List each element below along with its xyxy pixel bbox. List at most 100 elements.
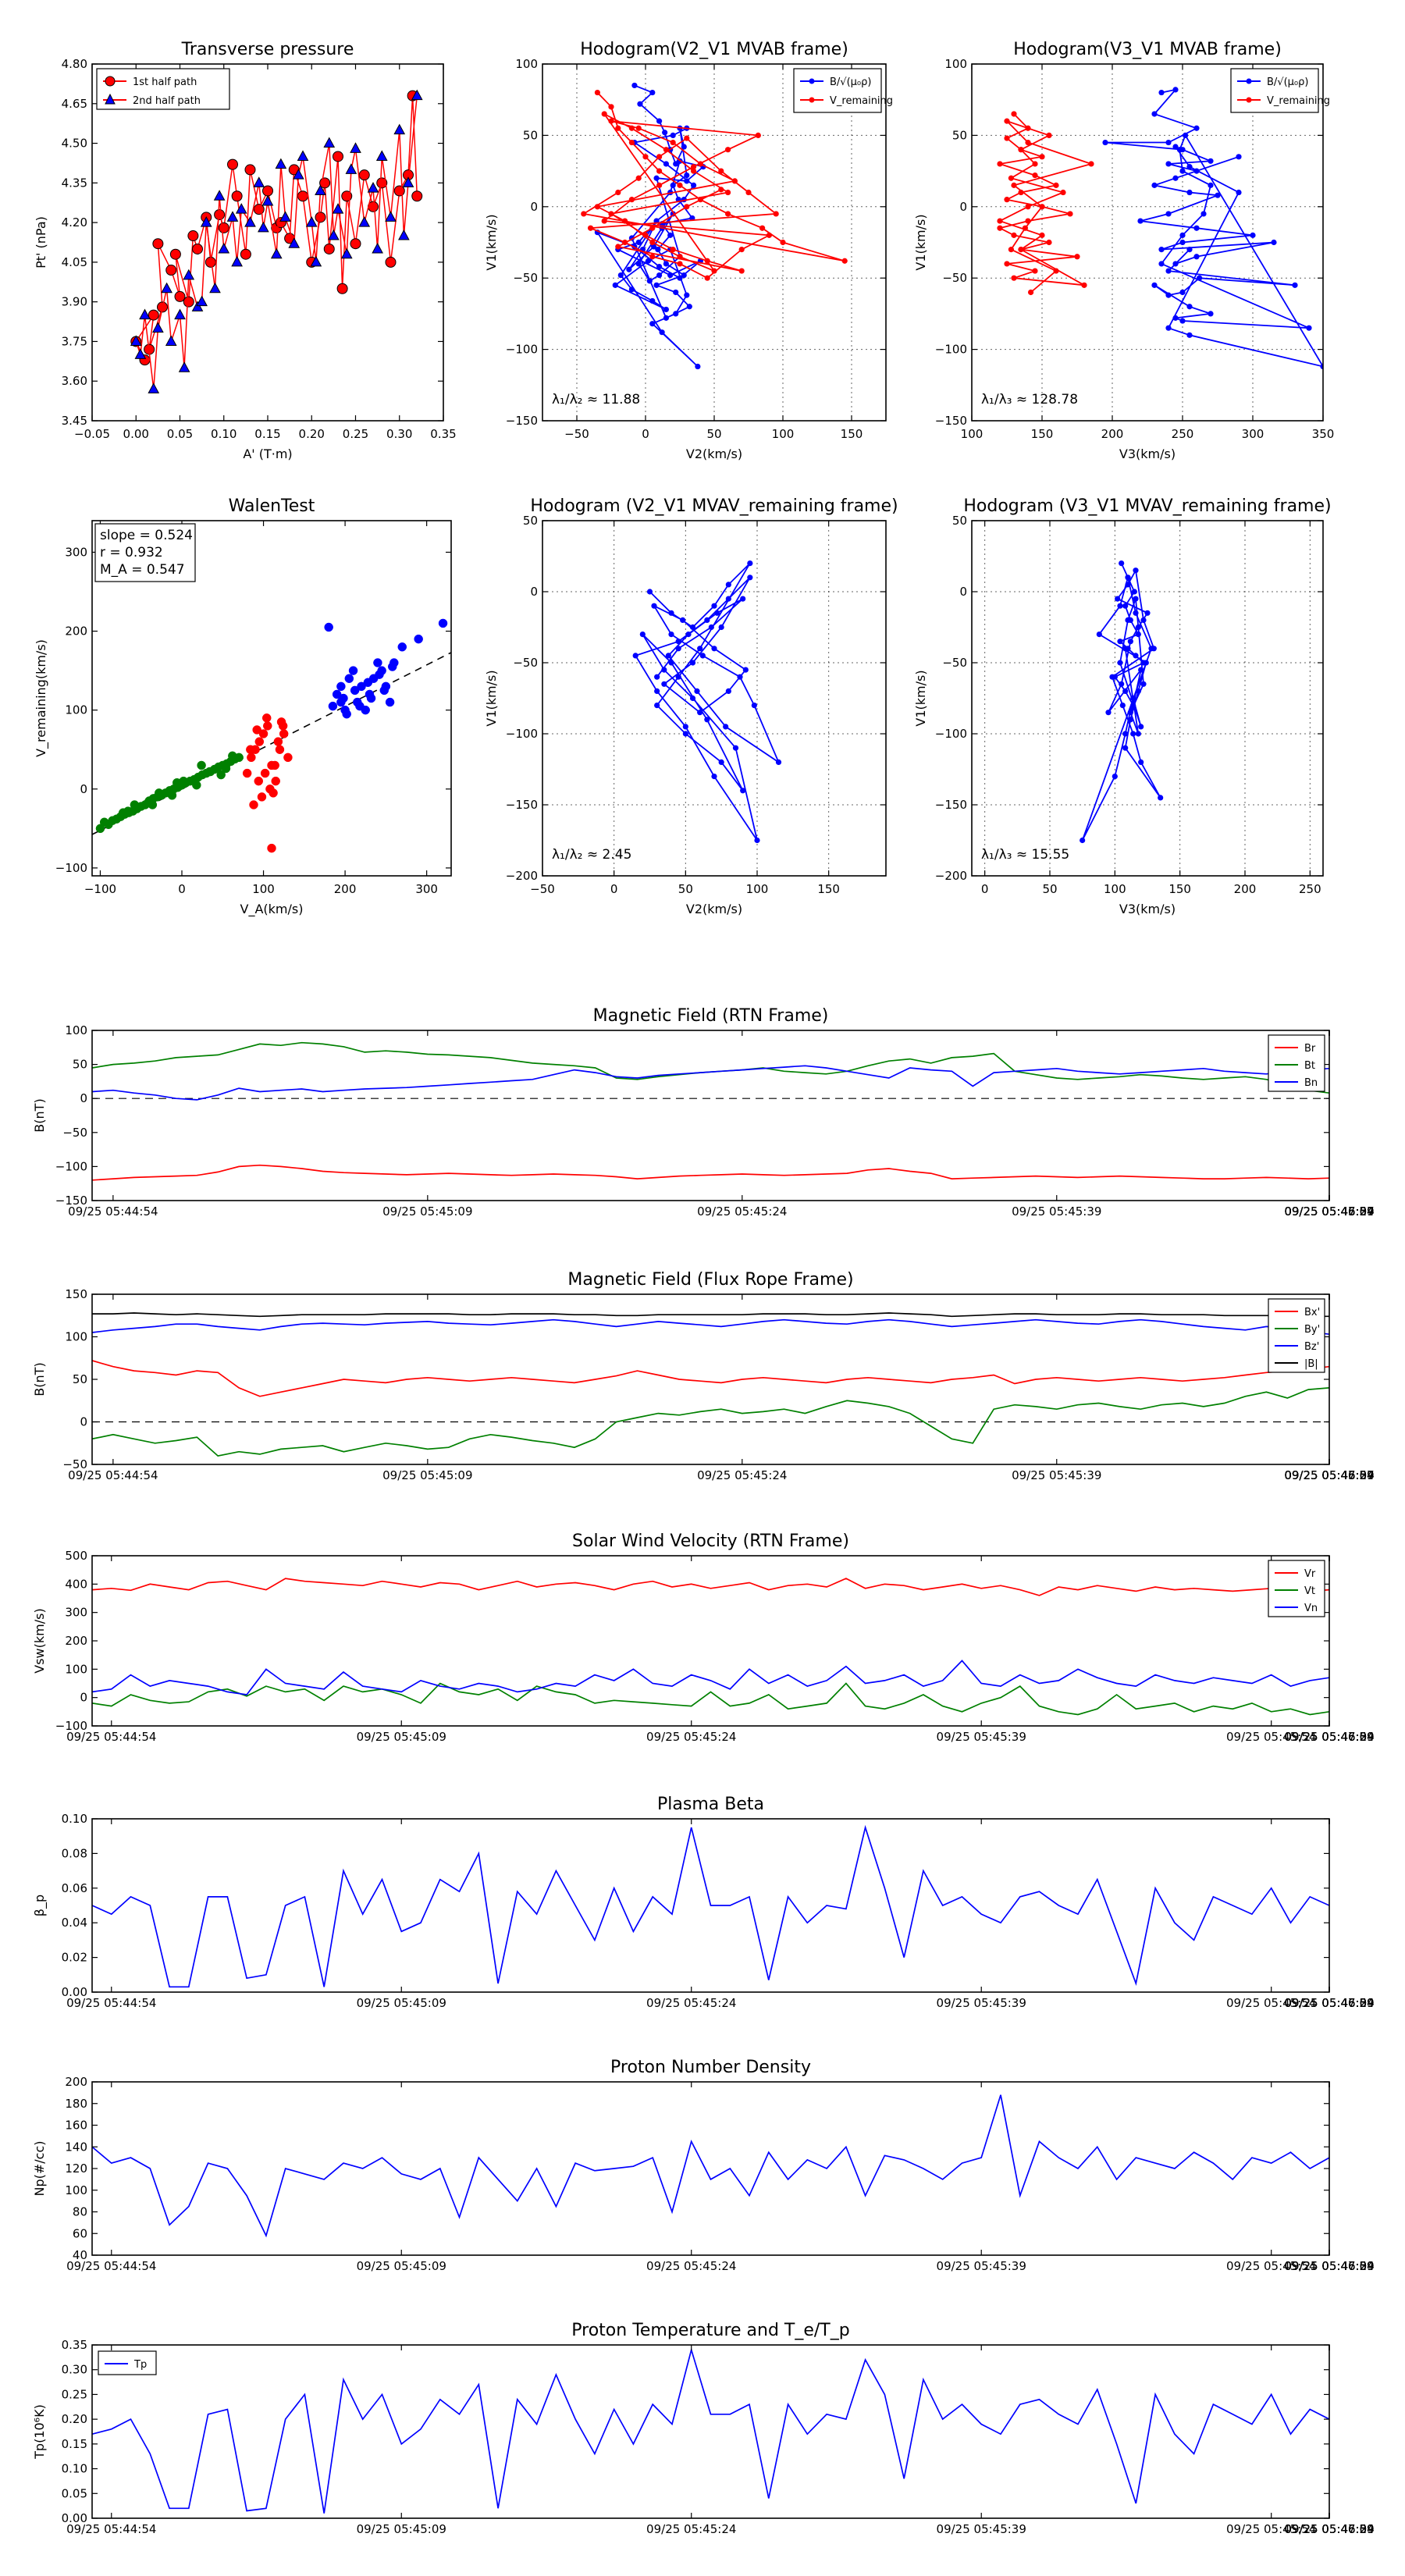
data-point — [697, 646, 703, 652]
data-point — [670, 139, 676, 146]
data-point — [438, 618, 448, 628]
stats-text: M_A = 0.547 — [100, 562, 185, 578]
y-tick-label: 100 — [65, 1662, 87, 1676]
data-point — [677, 261, 683, 267]
data-point — [345, 163, 357, 174]
y-tick-label: 300 — [65, 545, 87, 559]
x-tick-label: 100 — [961, 427, 984, 441]
data-point — [714, 610, 720, 616]
data-point — [677, 254, 683, 260]
data-point — [659, 329, 665, 336]
data-point — [1032, 268, 1038, 274]
data-point — [305, 216, 318, 227]
data-point — [288, 237, 301, 248]
data-point — [642, 232, 649, 238]
data-point — [1165, 268, 1172, 274]
data-point — [1130, 703, 1136, 709]
y-tick-label: 3.45 — [62, 414, 87, 428]
data-point — [1208, 311, 1214, 317]
data-point — [174, 290, 186, 302]
data-point — [646, 278, 653, 284]
axes-frame — [971, 520, 1324, 877]
data-point — [411, 89, 423, 101]
data-point — [691, 182, 697, 188]
data-point — [588, 225, 594, 231]
plot-area — [632, 560, 782, 844]
x-tick-label: 09/25 05:46:54 — [1284, 1996, 1374, 2010]
series-line-b — [92, 1312, 1329, 1318]
data-point — [376, 177, 388, 189]
data-point — [699, 653, 706, 659]
data-point — [662, 130, 668, 136]
x-tick-label: 09/25 05:46:24 — [1284, 1996, 1374, 2010]
data-point — [1172, 87, 1179, 93]
data-point — [297, 190, 308, 202]
legend-label: Br — [1304, 1043, 1316, 1055]
data-point — [402, 176, 414, 187]
data-point — [755, 132, 761, 138]
legend-marker — [105, 76, 116, 87]
x-tick-label: 150 — [817, 882, 840, 896]
data-point — [1151, 282, 1158, 288]
data-point — [231, 190, 243, 202]
chart-walen: −100 0 100 200 300 −100 0 100 200 300 WalenTest V_A… — [34, 496, 452, 917]
data-point — [252, 725, 261, 735]
data-point — [267, 843, 276, 853]
y-tick-label: 4.05 — [62, 255, 87, 269]
data-point — [747, 560, 753, 567]
data-point — [711, 603, 717, 609]
data-point — [1122, 731, 1129, 737]
y-tick-label: −50 — [513, 656, 538, 670]
data-point — [1046, 239, 1052, 246]
data-point — [366, 693, 376, 703]
data-point — [656, 118, 663, 124]
data-point — [1004, 135, 1010, 141]
data-point — [187, 230, 199, 242]
x-tick-label: 150 — [1168, 882, 1191, 896]
series-line-br — [92, 1164, 1329, 1181]
data-point — [677, 275, 683, 281]
y-tick-label: −150 — [506, 798, 538, 812]
data-point — [601, 111, 607, 117]
data-point — [254, 776, 264, 786]
x-tick-label: 09/25 05:46:09 — [1284, 1996, 1374, 2010]
data-point — [1183, 132, 1189, 138]
data-point — [725, 688, 731, 695]
x-tick-label: 09/25 05:46:39 — [1284, 1468, 1374, 1482]
chart-ts5: 09/25 05:44:54 09/25 05:45:09 09/25 05:45:… — [32, 2058, 1375, 2273]
y-tick-label: −100 — [55, 1159, 87, 1173]
legend-label: V_remaining — [1267, 95, 1330, 107]
data-point — [1179, 289, 1186, 296]
data-point — [1039, 204, 1045, 210]
chart-title: Hodogram (V3_V1 MVAV_remaining frame) — [963, 496, 1331, 516]
data-point — [344, 674, 354, 683]
data-point — [297, 150, 309, 161]
data-point — [1135, 731, 1141, 737]
data-point — [315, 212, 326, 223]
y-tick-label: 60 — [73, 2226, 87, 2240]
data-point — [1130, 731, 1136, 737]
chart-title: Proton Temperature and T_e/T_p — [571, 2321, 849, 2340]
data-point — [253, 176, 265, 187]
data-point — [740, 788, 746, 794]
data-point — [622, 239, 628, 246]
data-point — [615, 125, 621, 131]
data-point — [1117, 639, 1123, 645]
y-tick-label: 0 — [530, 200, 538, 214]
data-point — [731, 178, 738, 184]
chart-pt: −0.05 0.00 0.05 0.10 0.15 0.20 0.25 0.30 0.35 3.4… — [34, 40, 457, 461]
data-point — [594, 204, 601, 210]
data-point — [1193, 125, 1200, 131]
y-tick-label: 3.90 — [62, 295, 87, 309]
data-point — [363, 678, 373, 688]
data-point — [1130, 695, 1136, 702]
x-tick-label: 09/25 05:44:54 — [66, 2522, 156, 2536]
data-point — [751, 703, 757, 709]
data-point — [1172, 175, 1179, 181]
data-point — [342, 709, 351, 719]
y-tick-label: 100 — [65, 2183, 87, 2197]
x-tick-label: 350 — [1312, 427, 1335, 441]
data-point — [661, 667, 667, 673]
data-point — [1117, 660, 1123, 666]
data-point — [601, 218, 607, 224]
